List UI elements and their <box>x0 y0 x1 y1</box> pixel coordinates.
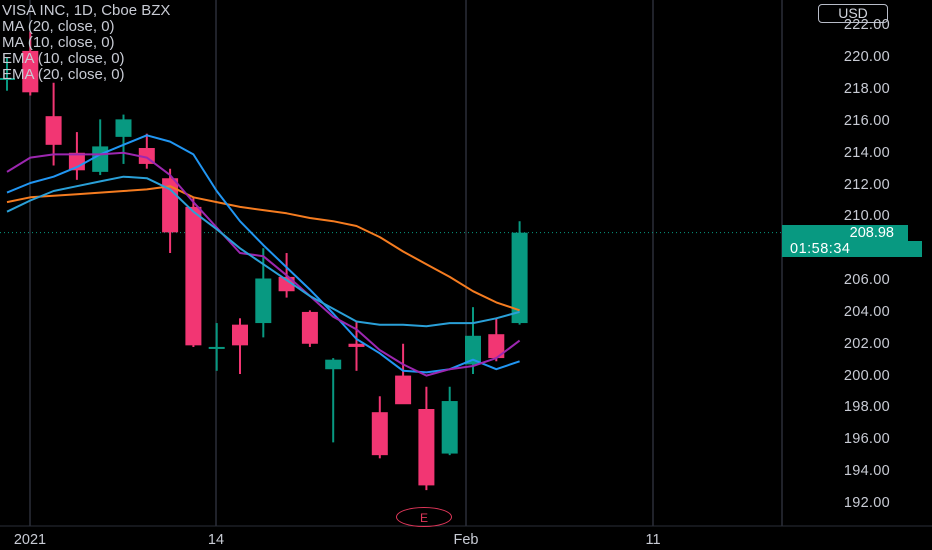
time-tick-label: 2021 <box>13 532 47 548</box>
price-tick-label: 204.00 <box>843 303 890 320</box>
price-tick-label: 216.00 <box>843 112 890 129</box>
time-tick-label: 11 <box>645 532 661 548</box>
candle-body <box>255 278 272 324</box>
price-tick-label: 196.00 <box>843 431 890 448</box>
price-tick-label: 194.00 <box>843 463 890 480</box>
candle-body <box>22 50 39 93</box>
candle-body <box>162 178 179 233</box>
candle-body <box>45 116 62 145</box>
indicator-line-3 <box>6 175 520 328</box>
price-tick-label: 202.00 <box>843 335 890 352</box>
price-tick-label: 198.00 <box>843 399 890 416</box>
legend-ema-20[interactable]: EMA (20, close, 0) <box>2 66 125 83</box>
legend-ema-10[interactable]: EMA (10, close, 0) <box>2 50 125 67</box>
price-tick-label: 214.00 <box>843 144 890 161</box>
currency-button[interactable]: USD <box>818 4 888 23</box>
chart-title: VISA INC, 1D, Cboe BZX <box>2 2 171 19</box>
legend-ma-10[interactable]: MA (10, close, 0) <box>2 34 115 51</box>
price-tick-label: 220.00 <box>843 49 890 66</box>
last-price-label: 208.98 <box>782 224 908 241</box>
candle-body <box>441 401 458 454</box>
indicator-line-2 <box>6 151 521 377</box>
candle-body <box>488 334 505 359</box>
candle-body <box>371 412 388 456</box>
candle-body <box>0 77 15 80</box>
candle-body <box>395 375 412 405</box>
price-tick-label: 210.00 <box>843 208 890 225</box>
candle-body <box>418 409 435 486</box>
candle-body <box>348 343 365 347</box>
time-tick-label: Feb <box>453 532 479 548</box>
price-tick-label: 200.00 <box>843 367 890 384</box>
legend-ma-20[interactable]: MA (20, close, 0) <box>2 18 115 35</box>
price-tick-label: 212.00 <box>843 176 890 193</box>
candle-body <box>301 311 318 344</box>
chart-legend: VISA INC, 1D, Cboe BZX MA (20, close, 0)… <box>2 3 170 83</box>
candle-body <box>208 346 225 349</box>
candle-body <box>278 276 295 292</box>
candles-layer <box>0 31 528 491</box>
indicator-line-1 <box>6 134 520 374</box>
price-tick-label: 222.00 <box>843 17 890 34</box>
price-tick-label: 192.00 <box>843 494 890 511</box>
candle-body <box>185 206 202 346</box>
time-tick-label: 14 <box>207 532 225 548</box>
candle-body <box>325 359 342 370</box>
earnings-badge[interactable]: E <box>396 507 452 527</box>
price-tick-label: 218.00 <box>843 81 890 98</box>
countdown-label: 01:58:34 <box>782 240 922 257</box>
candle-body <box>232 324 248 346</box>
candle-body <box>115 119 132 137</box>
price-tick-label: 206.00 <box>843 272 890 289</box>
indicator-line-0 <box>6 185 520 312</box>
candle-body <box>511 232 528 324</box>
candle-body <box>92 146 109 172</box>
candle-body <box>465 335 481 365</box>
grid-lines <box>0 0 932 527</box>
indicator-lines <box>6 134 521 377</box>
